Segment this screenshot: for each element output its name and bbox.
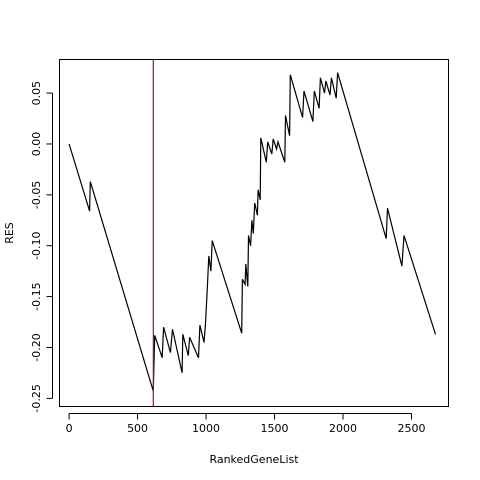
x-tick-label: 500 <box>127 422 148 435</box>
y-tick-label: -0.25 <box>30 384 43 412</box>
x-tick-label: 2500 <box>398 422 426 435</box>
running-enrichment-score-line <box>68 72 437 392</box>
y-tick-label: -0.10 <box>30 231 43 259</box>
y-tick-label: 0.05 <box>30 81 43 106</box>
plot-frame <box>59 59 449 407</box>
x-axis: 0 500 1000 1500 2000 2500 <box>66 413 426 435</box>
x-tick-label: 2000 <box>329 422 357 435</box>
x-tick-label: 1000 <box>192 422 220 435</box>
x-axis-label: RankedGeneList <box>209 453 299 466</box>
y-axis: -0.25 -0.20 -0.15 -0.10 -0.05 0.00 0.05 <box>30 81 53 413</box>
series-group <box>68 59 437 407</box>
x-tick-label: 1500 <box>261 422 289 435</box>
x-tick-label: 0 <box>66 422 73 435</box>
y-tick-label: 0.00 <box>30 132 43 157</box>
y-tick-label: -0.20 <box>30 333 43 361</box>
y-tick-label: -0.05 <box>30 181 43 209</box>
y-tick-label: -0.15 <box>30 282 43 310</box>
y-axis-label: RES <box>3 222 16 244</box>
